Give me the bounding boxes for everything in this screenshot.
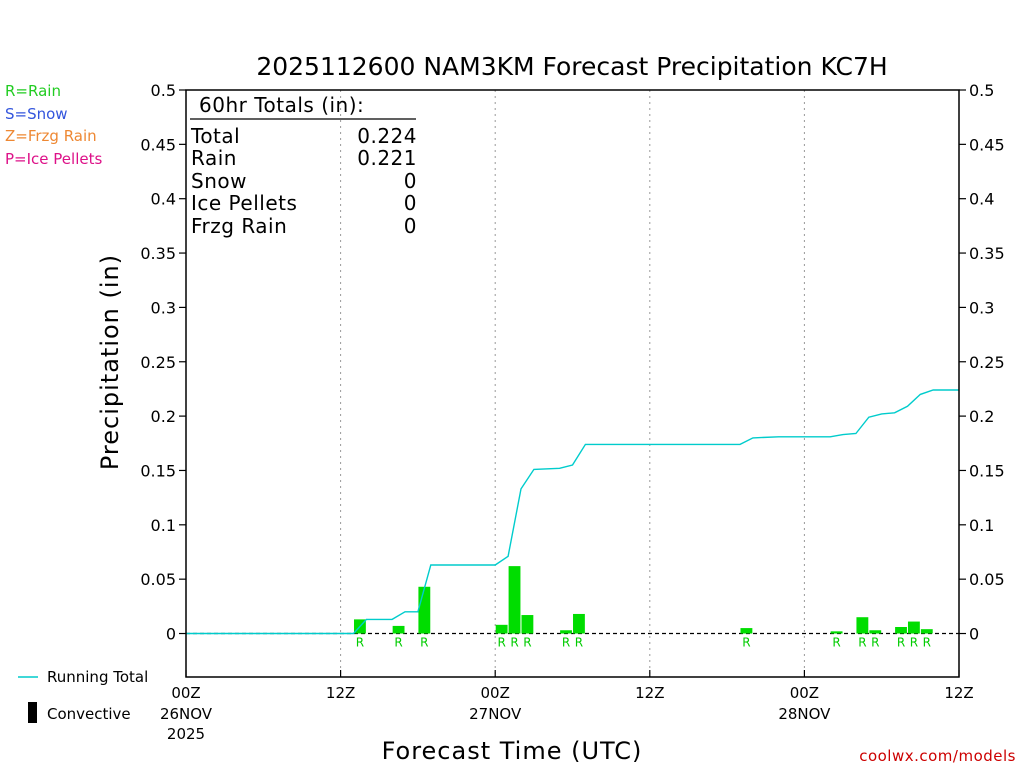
ptype-label-14: R xyxy=(923,636,931,650)
precip-bar-2 xyxy=(418,586,431,634)
vertical-gridlines xyxy=(340,90,805,677)
precip-bar-3 xyxy=(495,624,508,634)
y-tick-label-right: 0.15 xyxy=(969,461,1005,480)
x-axis-label: Forecast Time (UTC) xyxy=(382,737,643,765)
y-tick-label-left: 0 xyxy=(166,625,176,644)
legend-convective: Convective xyxy=(47,705,131,723)
y-tick-label-right: 0 xyxy=(969,625,979,644)
legend-convective-swatch xyxy=(28,702,37,723)
totals-value-rain: 0.221 xyxy=(357,146,417,170)
y-tick-label-right: 0.4 xyxy=(969,190,994,209)
x-tick-label: 12Z xyxy=(944,684,973,702)
y-tick-label-left: 0.2 xyxy=(151,407,176,426)
legend-snow: S=Snow xyxy=(5,105,68,123)
ptype-label-12: R xyxy=(897,636,905,650)
x-tick-date: 26NOV xyxy=(160,705,213,723)
precip-bar-1 xyxy=(392,625,405,634)
totals-header: 60hr Totals (in): xyxy=(199,93,364,117)
totals-label-rain: Rain xyxy=(191,146,237,170)
y-tick-label-right: 0.3 xyxy=(969,298,994,317)
ptype-label-0: R xyxy=(356,636,364,650)
precip-bar-12 xyxy=(895,626,907,634)
credit-text: coolwx.com/models xyxy=(859,747,1016,765)
totals-box: 60hr Totals (in): Total 0.224 Rain 0.221… xyxy=(190,93,417,238)
x-tick-label: 12Z xyxy=(326,684,355,702)
x-tick-label: 12Z xyxy=(635,684,664,702)
y-tick-label-right: 0.5 xyxy=(969,81,994,100)
precip-bar-11 xyxy=(869,630,882,634)
ptype-label-9: R xyxy=(832,636,840,650)
y-tick-label-left: 0.45 xyxy=(140,135,176,154)
ptype-label-11: R xyxy=(871,636,879,650)
legend-rain: R=Rain xyxy=(5,82,61,100)
legend-ice-pellets: P=Ice Pellets xyxy=(5,150,102,168)
y-tick-label-left: 0.05 xyxy=(140,570,176,589)
precip-bar-7 xyxy=(573,613,585,634)
x-tick-label: 00Z xyxy=(171,684,200,702)
y-tick-label-right: 0.35 xyxy=(969,244,1005,263)
totals-value-total: 0.224 xyxy=(357,124,417,148)
x-tick-label: 00Z xyxy=(481,684,510,702)
ptype-label-6: R xyxy=(562,636,570,650)
x-tick-year: 2025 xyxy=(167,725,205,743)
precip-bar-14 xyxy=(920,629,933,634)
y-tick-label-left: 0.25 xyxy=(140,353,176,372)
ptype-label-2: R xyxy=(420,636,428,650)
running-total-line xyxy=(186,389,959,635)
y-axis-label: Precipitation (in) xyxy=(96,254,124,470)
y-tick-label-right: 0.45 xyxy=(969,135,1005,154)
precipitation-bars xyxy=(353,566,933,634)
plot-frame xyxy=(185,89,960,678)
y-axis-right-ticks: 0.5 0.45 0.4 0.35 0.3 0.25 0.2 0.15 0.1 0.05 0 xyxy=(959,81,1005,644)
precip-bar-13 xyxy=(907,621,920,634)
ptype-label-7: R xyxy=(575,636,583,650)
y-tick-label-left: 0.4 xyxy=(151,190,176,209)
precip-bar-5 xyxy=(521,615,534,634)
totals-value-ice-pellets: 0 xyxy=(404,191,417,215)
ptype-label-13: R xyxy=(910,636,918,650)
ptype-label-8: R xyxy=(742,636,750,650)
legend-running-total: Running Total xyxy=(47,668,148,686)
ptype-label-5: R xyxy=(523,636,531,650)
precip-bar-9 xyxy=(830,631,843,634)
y-axis-left-ticks: 0.5 0.45 0.4 0.35 0.3 0.25 0.2 0.15 0.1 0.05 0 xyxy=(140,81,186,644)
precip-bar-8 xyxy=(740,628,753,634)
x-tick-label: 00Z xyxy=(790,684,819,702)
precip-bar-4 xyxy=(508,566,521,634)
chart-title: 2025112600 NAM3KM Forecast Precipitation… xyxy=(256,52,887,81)
ptype-label-1: R xyxy=(394,636,402,650)
y-tick-label-right: 0.2 xyxy=(969,407,994,426)
y-tick-label-right: 0.05 xyxy=(969,570,1005,589)
precip-bar-10 xyxy=(856,617,869,634)
series-legend: Running Total Convective xyxy=(18,668,148,723)
totals-label-ice-pellets: Ice Pellets xyxy=(191,191,297,215)
y-tick-label-left: 0.1 xyxy=(151,516,176,535)
totals-value-snow: 0 xyxy=(404,169,417,193)
x-tick-date: 28NOV xyxy=(778,705,831,723)
y-tick-label-right: 0.1 xyxy=(969,516,994,535)
ptype-label-3: R xyxy=(497,636,505,650)
y-tick-label-right: 0.25 xyxy=(969,353,1005,372)
ptype-legend: R=Rain S=Snow Z=Frzg Rain P=Ice Pellets xyxy=(5,82,102,168)
legend-frzg-rain: Z=Frzg Rain xyxy=(5,127,97,145)
x-tick-date: 27NOV xyxy=(469,705,522,723)
y-tick-label-left: 0.5 xyxy=(151,81,176,100)
totals-value-frzg-rain: 0 xyxy=(404,214,417,238)
totals-label-snow: Snow xyxy=(191,169,247,193)
precip-bar-6 xyxy=(560,630,572,634)
ptype-label-4: R xyxy=(510,636,518,650)
y-tick-label-left: 0.3 xyxy=(151,298,176,317)
ptype-label-10: R xyxy=(858,636,866,650)
totals-label-total: Total xyxy=(190,124,240,148)
x-axis-ticks: 00Z 26NOV 2025 12Z 00Z 27NOV 12Z 00Z 28NOV 12Z xyxy=(160,670,974,743)
totals-label-frzg-rain: Frzg Rain xyxy=(191,214,287,238)
y-tick-label-left: 0.35 xyxy=(140,244,176,263)
y-tick-label-left: 0.15 xyxy=(140,461,176,480)
